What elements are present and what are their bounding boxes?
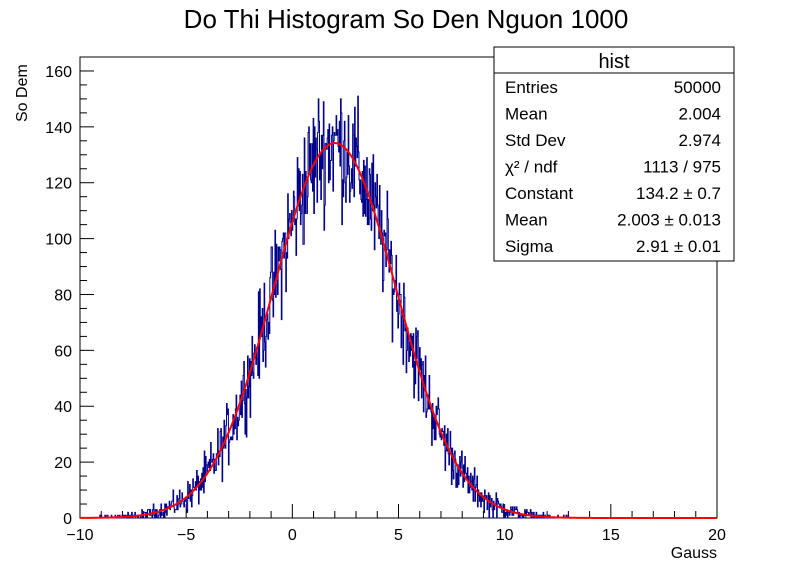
x-axis-label: Gauss <box>671 545 717 562</box>
x-tick-label: 5 <box>394 527 403 544</box>
stats-label: Std Dev <box>505 131 566 150</box>
stats-label: Entries <box>505 78 558 97</box>
gaussian-fit-curve <box>80 142 717 519</box>
x-axis: −10 −5 0 5 10 15 20 <box>66 504 726 544</box>
x-tick-label: 20 <box>708 527 726 544</box>
x-tick-label: 15 <box>602 527 620 544</box>
stats-value: 2.91 ± 0.01 <box>636 237 721 256</box>
stats-box-frame <box>493 46 735 262</box>
histogram-outline <box>80 95 717 519</box>
stats-value: 50000 <box>674 78 721 97</box>
y-tick-label: 60 <box>54 343 72 360</box>
stats-value: 2.974 <box>678 131 721 150</box>
x-tick-label: 0 <box>288 527 297 544</box>
y-tick-label: 0 <box>63 511 72 528</box>
x-tick-label: −10 <box>66 527 93 544</box>
y-axis-label: So Dem <box>14 64 31 122</box>
y-tick-label: 100 <box>45 232 72 249</box>
stats-value: 2.003 ± 0.013 <box>617 211 721 230</box>
chart-title: Do Thi Histogram So Den Nguon 1000 <box>184 4 629 34</box>
stats-value: 2.004 <box>678 105 721 124</box>
y-tick-label: 40 <box>54 399 72 416</box>
stats-label: Sigma <box>505 237 554 256</box>
y-tick-label: 20 <box>54 455 72 472</box>
y-tick-label: 160 <box>45 64 72 81</box>
y-tick-label: 140 <box>45 120 72 137</box>
x-tick-label: −5 <box>177 527 195 544</box>
x-tick-label: 10 <box>496 527 514 544</box>
stats-value: 1113 / 975 <box>643 158 721 177</box>
stats-box: hist Entries 50000 Mean 2.004 Std Dev 2.974 χ²… <box>493 46 735 262</box>
stats-box-name: hist <box>598 51 630 73</box>
stats-label: Mean <box>505 211 548 230</box>
y-axis: 0 20 40 60 80 100 120 140 160 <box>45 64 94 528</box>
stats-label: Constant <box>505 184 573 203</box>
stats-label: Mean <box>505 105 548 124</box>
y-tick-label: 80 <box>54 287 72 304</box>
stats-label: χ² / ndf <box>505 158 558 177</box>
histogram-bars <box>80 95 717 519</box>
y-tick-label: 120 <box>45 176 72 193</box>
stats-value: 134.2 ± 0.7 <box>636 184 721 203</box>
